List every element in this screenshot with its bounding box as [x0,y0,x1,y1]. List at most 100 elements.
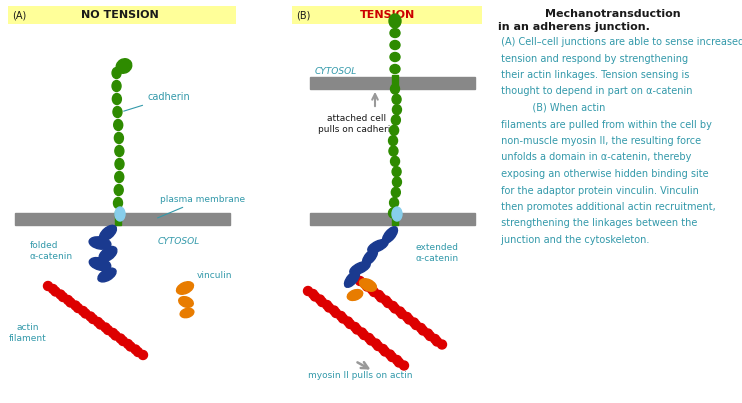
Ellipse shape [115,207,125,221]
Ellipse shape [370,287,378,297]
Ellipse shape [372,339,381,348]
Ellipse shape [390,125,398,135]
Bar [310,213,475,225]
Text: in an adherens junction.: in an adherens junction. [498,22,650,32]
Ellipse shape [399,361,409,370]
Text: CYTOSOL: CYTOSOL [158,237,200,245]
Ellipse shape [332,309,341,318]
Ellipse shape [99,225,116,241]
Text: extended
α-catenin: extended α-catenin [415,243,458,263]
Bar [15,213,230,225]
Ellipse shape [309,289,318,299]
Ellipse shape [89,237,111,249]
Text: myosin II pulls on actin: myosin II pulls on actin [308,372,413,380]
Ellipse shape [398,310,407,318]
Ellipse shape [116,59,132,73]
Ellipse shape [390,197,398,208]
Ellipse shape [177,282,194,294]
Text: strengthening the linkages between the: strengthening the linkages between the [498,218,697,229]
Ellipse shape [402,312,412,322]
Ellipse shape [338,314,347,323]
Text: junction and the cytoskeleton.: junction and the cytoskeleton. [498,235,649,245]
Bar [392,75,398,89]
Ellipse shape [315,295,324,304]
Ellipse shape [355,276,364,285]
Ellipse shape [404,315,413,324]
Text: filaments are pulled from within the cell by: filaments are pulled from within the cel… [498,120,712,129]
Text: plasma membrane: plasma membrane [157,195,245,218]
Ellipse shape [51,287,60,296]
Ellipse shape [66,298,75,307]
Text: (B) When actin: (B) When actin [498,103,605,113]
Ellipse shape [64,295,73,305]
Ellipse shape [367,336,375,345]
Text: (B): (B) [296,10,310,20]
Text: actin
filament: actin filament [9,323,47,343]
Ellipse shape [386,350,395,359]
Ellipse shape [430,334,439,343]
Ellipse shape [112,67,121,79]
Ellipse shape [347,290,363,301]
Ellipse shape [324,303,333,312]
Ellipse shape [392,94,401,104]
Bar [310,77,475,89]
Ellipse shape [390,40,400,50]
Ellipse shape [115,172,124,183]
Ellipse shape [367,285,376,294]
Ellipse shape [115,158,124,170]
Ellipse shape [395,358,404,367]
Text: exposing an otherwise hidden binding site: exposing an otherwise hidden binding sit… [498,169,709,179]
Ellipse shape [112,93,122,104]
Ellipse shape [363,282,372,291]
Ellipse shape [131,345,140,354]
Ellipse shape [96,320,105,329]
Text: vinculin: vinculin [197,272,232,280]
Ellipse shape [433,337,441,346]
Ellipse shape [389,146,398,156]
Ellipse shape [392,167,401,177]
Ellipse shape [393,105,401,115]
Text: folded
α-catenin: folded α-catenin [30,241,73,261]
Ellipse shape [114,120,122,131]
Ellipse shape [123,339,133,349]
Ellipse shape [112,81,121,91]
Ellipse shape [344,317,352,326]
Text: non-muscle myosin II, the resulting force: non-muscle myosin II, the resulting forc… [498,136,701,146]
Text: unfolds a domain in α-catenin, thereby: unfolds a domain in α-catenin, thereby [498,152,692,162]
Ellipse shape [364,334,373,343]
Ellipse shape [412,320,421,330]
Ellipse shape [180,308,194,318]
Ellipse shape [116,334,125,343]
Ellipse shape [360,279,376,291]
Ellipse shape [424,329,433,338]
Ellipse shape [73,303,82,312]
FancyBboxPatch shape [292,6,482,24]
Ellipse shape [361,280,370,289]
Text: then promotes additional actin recruitment,: then promotes additional actin recruitme… [498,202,716,212]
Text: attached cell
pulls on cadherin: attached cell pulls on cadherin [318,114,396,134]
Ellipse shape [360,330,369,339]
Ellipse shape [438,340,447,349]
Ellipse shape [111,331,120,340]
Bar [392,211,398,225]
Ellipse shape [390,29,400,37]
Ellipse shape [346,320,355,328]
Ellipse shape [329,306,338,315]
Ellipse shape [387,353,396,361]
Ellipse shape [390,52,400,62]
Ellipse shape [375,291,384,299]
Ellipse shape [44,282,53,291]
Text: their actin linkages. Tension sensing is: their actin linkages. Tension sensing is [498,70,689,80]
Ellipse shape [119,337,128,345]
Ellipse shape [86,312,95,321]
Ellipse shape [391,187,401,197]
Ellipse shape [59,293,68,301]
Ellipse shape [103,326,113,334]
Ellipse shape [98,268,116,282]
Ellipse shape [114,185,123,195]
Ellipse shape [88,314,97,324]
Text: TENSION: TENSION [359,10,415,20]
Ellipse shape [108,328,117,337]
Text: NO TENSION: NO TENSION [81,10,159,20]
Ellipse shape [89,258,111,270]
